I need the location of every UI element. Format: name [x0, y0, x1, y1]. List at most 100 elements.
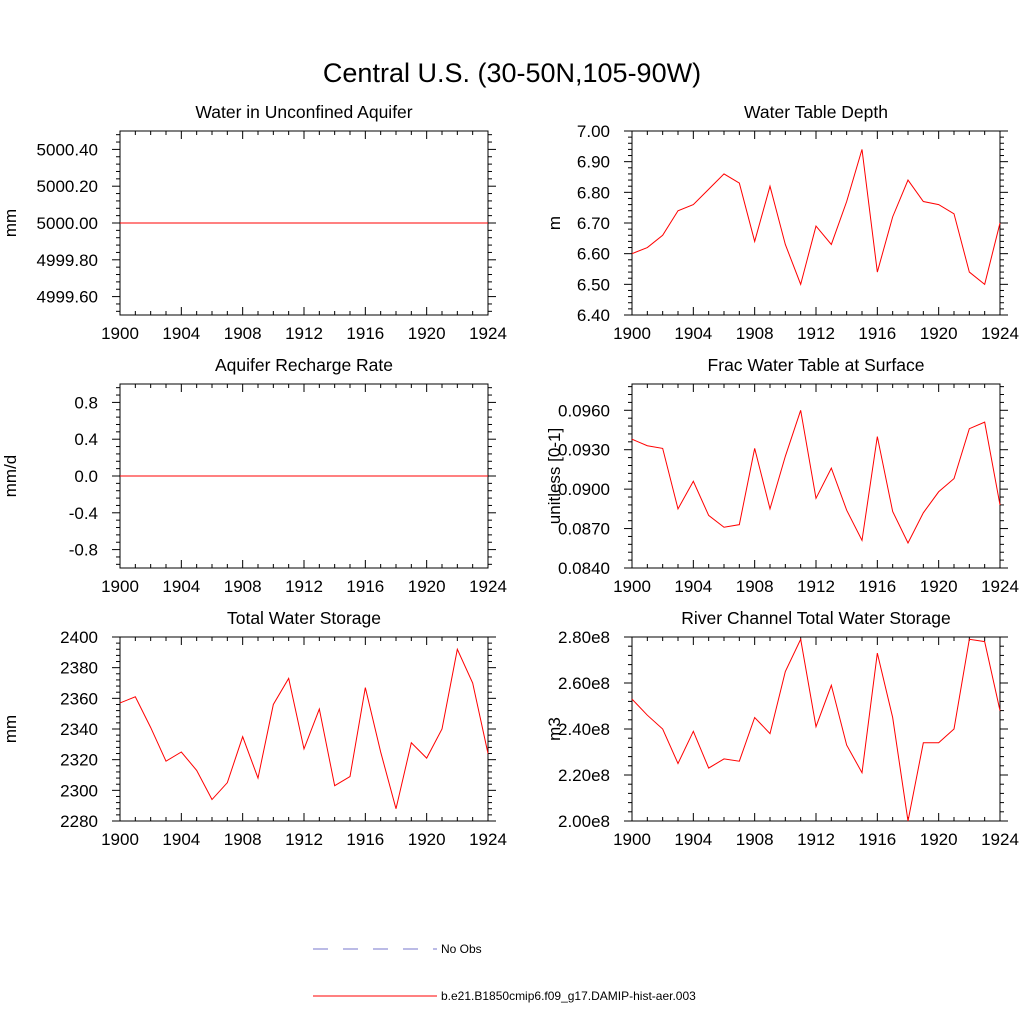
plot-frame	[119, 636, 489, 822]
x-tick-label: 1920	[920, 577, 958, 596]
x-tick-label: 1924	[981, 830, 1019, 849]
x-tick-label: 1904	[674, 324, 712, 343]
y-axis-label: mm/d	[1, 455, 20, 498]
y-tick-label: 0.8	[74, 393, 98, 412]
x-tick-label: 1924	[469, 324, 507, 343]
x-tick-label: 1908	[224, 577, 262, 596]
panel-frac-water-table-at-surface: Frac Water Table at Surface 1900 1904 1908 1…	[545, 355, 1019, 596]
x-tick-label: 1904	[674, 830, 712, 849]
y-tick-label: 2.20e8	[558, 766, 610, 785]
x-tick-label: 1916	[858, 324, 896, 343]
y-tick-label: 2320	[60, 751, 98, 770]
x-tick-label: 1912	[797, 324, 835, 343]
legend-label-no-obs: No Obs	[441, 942, 482, 956]
panel-water-table-depth: Water Table Depth 1900 1904 1908 1912 1916 192…	[545, 102, 1019, 343]
x-tick-label: 1920	[408, 324, 446, 343]
y-tick-label: 2.00e8	[558, 812, 610, 831]
panel-water-in-unconfined-aquifer: Water in Unconfined Aquifer 1900 1904 1908 1…	[1, 102, 507, 343]
panel-aquifer-recharge-rate: Aquifer Recharge Rate 1900 1904 1908 1912 191…	[1, 355, 507, 596]
y-tick-label: 2400	[60, 628, 98, 647]
x-tick-label: 1916	[858, 577, 896, 596]
panel-title: River Channel Total Water Storage	[681, 608, 950, 628]
x-tick-label: 1916	[858, 830, 896, 849]
legend-label-model: b.e21.B1850cmip6.f09_g17.DAMIP-hist-aer.…	[441, 989, 696, 1003]
series-line-total-water-storage	[119, 647, 489, 809]
y-axis-label: mm	[1, 715, 20, 743]
y-tick-label: 6.40	[577, 306, 610, 325]
y-tick-label: 0.0930	[558, 441, 610, 460]
y-tick-label: -0.4	[69, 504, 98, 523]
series-line-river-channel-total-water-storage	[631, 637, 1001, 822]
y-tick-label: 2380	[60, 659, 98, 678]
x-tick-label: 1920	[920, 830, 958, 849]
x-tick-label: 1916	[346, 577, 384, 596]
x-tick-label: 1912	[285, 324, 323, 343]
x-tick-label: 1900	[613, 830, 651, 849]
y-tick-label: 6.70	[577, 214, 610, 233]
series-line-frac-water-table-at-surface	[631, 410, 1001, 545]
x-tick-label: 1924	[469, 577, 507, 596]
panel-title: Water Table Depth	[744, 102, 888, 122]
x-tick-label: 1924	[981, 577, 1019, 596]
y-tick-label: 0.0	[74, 467, 98, 486]
y-tick-label: 6.80	[577, 183, 610, 202]
y-tick-label: 4999.80	[37, 251, 98, 270]
y-tick-label: 5000.40	[37, 140, 98, 159]
y-tick-label: 2.80e8	[558, 628, 610, 647]
x-tick-label: 1920	[408, 830, 446, 849]
legend-item-model: b.e21.B1850cmip6.f09_g17.DAMIP-hist-aer.…	[313, 989, 696, 1003]
y-tick-label: 0.0900	[558, 480, 610, 499]
x-tick-label: 1904	[674, 577, 712, 596]
y-axis-label: m	[545, 216, 564, 230]
x-tick-label: 1908	[736, 324, 774, 343]
plot-frame	[631, 636, 1001, 822]
y-tick-label: 0.0840	[558, 559, 610, 578]
y-tick-label: 5000.20	[37, 177, 98, 196]
figure-title: Central U.S. (30-50N,105-90W)	[323, 58, 701, 88]
y-tick-label: 7.00	[577, 122, 610, 141]
x-tick-label: 1904	[162, 577, 200, 596]
x-tick-label: 1920	[920, 324, 958, 343]
x-tick-label: 1900	[101, 830, 139, 849]
y-tick-label: 0.0960	[558, 401, 610, 420]
x-tick-label: 1908	[736, 577, 774, 596]
x-tick-label: 1900	[613, 577, 651, 596]
x-tick-label: 1920	[408, 577, 446, 596]
x-tick-label: 1908	[736, 830, 774, 849]
x-tick-label: 1912	[797, 830, 835, 849]
y-tick-label: -0.8	[69, 541, 98, 560]
chart-panels: Water in Unconfined Aquifer 1900 1904 1908 1…	[1, 102, 1019, 849]
y-tick-label: 2.40e8	[558, 720, 610, 739]
y-tick-label: 6.60	[577, 245, 610, 264]
series-line-water-table-depth	[631, 149, 1001, 286]
y-axis-label: unitless [0-1]	[545, 428, 564, 524]
x-tick-label: 1900	[101, 324, 139, 343]
y-tick-label: 0.4	[74, 430, 98, 449]
y-tick-label: 2300	[60, 781, 98, 800]
plot-frame	[631, 383, 1001, 569]
x-tick-label: 1900	[613, 324, 651, 343]
y-tick-label: 0.0870	[558, 520, 610, 539]
x-tick-label: 1904	[162, 324, 200, 343]
y-tick-label: 2280	[60, 812, 98, 831]
panel-total-water-storage: Total Water Storage 1900 1904 1908 1912 1916 1…	[1, 608, 507, 849]
x-tick-label: 1916	[346, 324, 384, 343]
x-tick-label: 1924	[469, 830, 507, 849]
x-tick-label: 1904	[162, 830, 200, 849]
legend-item-no-obs: No Obs	[313, 942, 482, 956]
x-tick-label: 1924	[981, 324, 1019, 343]
panel-title: Water in Unconfined Aquifer	[195, 102, 412, 122]
y-tick-label: 6.90	[577, 153, 610, 172]
x-tick-label: 1912	[285, 577, 323, 596]
panel-river-channel-total-water-storage: River Channel Total Water Storage 1900 190…	[545, 608, 1019, 849]
x-tick-label: 1900	[101, 577, 139, 596]
y-axis-label: m3	[545, 717, 564, 741]
panel-title: Frac Water Table at Surface	[708, 355, 925, 375]
y-tick-label: 5000.00	[37, 214, 98, 233]
y-tick-label: 2360	[60, 689, 98, 708]
x-tick-label: 1916	[346, 830, 384, 849]
panel-title: Aquifer Recharge Rate	[215, 355, 393, 375]
y-tick-label: 2340	[60, 720, 98, 739]
x-tick-label: 1908	[224, 830, 262, 849]
